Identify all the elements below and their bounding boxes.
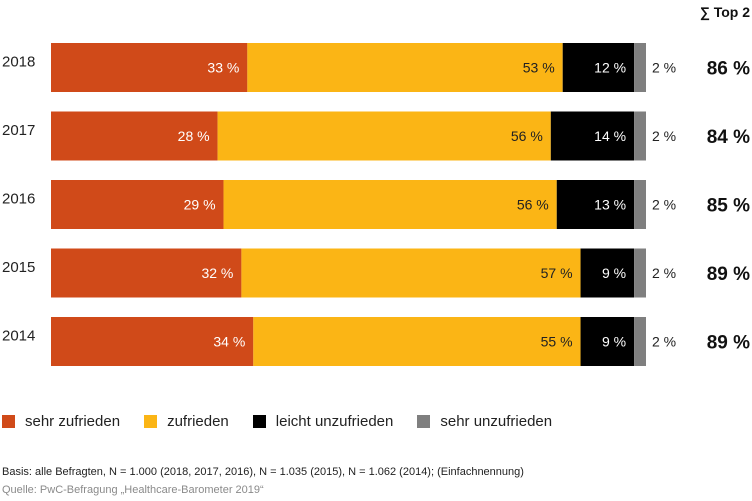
data-label-sehr-unzufrieden: 2 % xyxy=(652,128,676,144)
basis-footnote: Basis: alle Befragten, N = 1.000 (2018, … xyxy=(2,466,524,478)
data-label: 12 % xyxy=(594,60,626,76)
year-label: 2014 xyxy=(2,328,35,345)
data-label: 34 % xyxy=(213,334,245,350)
stacked-bar-chart: ∑ Top 2 2018 33 % 53 % 12 % 2 % 86 % 2017 28 % 5… xyxy=(2,4,750,366)
bar-segment-sehr-zufrieden xyxy=(51,43,248,92)
top2-value: 84 % xyxy=(707,127,750,148)
legend-label: sehr unzufrieden xyxy=(440,413,553,430)
data-label: 56 % xyxy=(517,197,549,213)
top2-value: 89 % xyxy=(707,333,750,354)
legend-swatch xyxy=(417,415,431,428)
data-label: 29 % xyxy=(184,197,216,213)
data-label: 9 % xyxy=(602,334,626,350)
legend-item: leicht unzufrieden xyxy=(252,413,394,430)
bar-segment-zufrieden xyxy=(217,111,551,161)
legend-item: zufrieden xyxy=(144,413,229,430)
legend-swatch xyxy=(144,415,158,428)
bar-segment-sehr-zufrieden xyxy=(51,317,254,366)
bar-segment-sehr-unzufrieden xyxy=(634,43,646,92)
legend: sehr zufrieden zufrieden leicht unzufriede… xyxy=(2,413,576,430)
data-label: 9 % xyxy=(602,265,626,281)
bar-segment-sehr-unzufrieden xyxy=(634,180,646,229)
bars-group: 2018 33 % 53 % 12 % 2 % 86 % 2017 28 % 56 % 14 % 2… xyxy=(2,43,750,366)
data-label-sehr-unzufrieden: 2 % xyxy=(652,265,676,281)
legend-swatch xyxy=(2,415,15,428)
data-label-sehr-unzufrieden: 2 % xyxy=(652,60,676,76)
bar-segment-zufrieden xyxy=(241,248,581,298)
bar-segment-leicht-unzufrieden xyxy=(562,43,635,92)
legend-label: leicht unzufrieden xyxy=(275,413,394,430)
bar-segment-leicht-unzufrieden xyxy=(550,111,635,161)
bar-segment-leicht-unzufrieden xyxy=(580,248,635,298)
bar-segment-leicht-unzufrieden xyxy=(556,180,635,229)
bar-segment-sehr-zufrieden xyxy=(51,111,218,161)
bar-segment-zufrieden xyxy=(223,180,557,229)
year-label: 2016 xyxy=(2,191,35,208)
bar-segment-zufrieden xyxy=(247,43,563,92)
data-label: 14 % xyxy=(594,128,626,144)
bar-segment-sehr-unzufrieden xyxy=(634,248,646,298)
top2-value: 85 % xyxy=(707,196,750,217)
data-label: 13 % xyxy=(594,197,626,213)
data-label-sehr-unzufrieden: 2 % xyxy=(652,334,676,350)
legend-item: sehr unzufrieden xyxy=(417,413,552,430)
source-footnote: Quelle: PwC-Befragung „Healthcare-Barome… xyxy=(2,484,264,496)
year-label: 2018 xyxy=(2,54,35,71)
bar-segment-sehr-unzufrieden xyxy=(634,317,646,366)
year-label: 2015 xyxy=(2,259,35,276)
data-label-sehr-unzufrieden: 2 % xyxy=(652,197,676,213)
legend-item: sehr zufrieden xyxy=(2,413,120,430)
bar-segment-zufrieden xyxy=(253,317,581,366)
data-label: 32 % xyxy=(201,265,233,281)
legend-label: sehr zufrieden xyxy=(25,413,121,430)
data-label: 28 % xyxy=(178,128,210,144)
top2-value: 86 % xyxy=(707,59,750,80)
bar-segment-sehr-zufrieden xyxy=(51,180,224,229)
data-label: 56 % xyxy=(511,128,543,144)
data-label: 53 % xyxy=(523,60,555,76)
year-label: 2017 xyxy=(2,122,35,139)
legend-swatch xyxy=(252,415,266,428)
bar-segment-sehr-zufrieden xyxy=(51,248,242,298)
legend-label: zufrieden xyxy=(167,413,229,430)
top2-header: ∑ Top 2 xyxy=(700,4,750,21)
data-label: 33 % xyxy=(207,60,239,76)
data-label: 55 % xyxy=(541,334,573,350)
bar-segment-leicht-unzufrieden xyxy=(580,317,635,366)
data-label: 57 % xyxy=(541,265,573,281)
top2-value: 89 % xyxy=(707,264,750,285)
bar-segment-sehr-unzufrieden xyxy=(634,111,646,161)
